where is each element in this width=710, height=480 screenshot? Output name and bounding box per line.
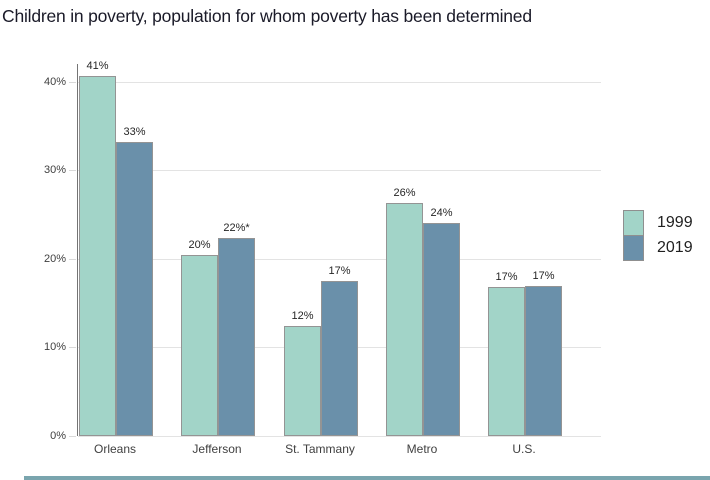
bar-2019-orleans <box>116 142 153 436</box>
category-label-jefferson: Jefferson <box>192 442 242 456</box>
bar-1999-st-tammany <box>284 326 321 436</box>
bar-value-2019-st-tammany: 17% <box>328 265 351 277</box>
bar-value-2019-u-s: 17% <box>532 270 555 282</box>
gridline-20 <box>78 258 601 260</box>
bar-value-1999-u-s: 17% <box>495 271 518 283</box>
y-tick-label-20: 20% <box>43 252 66 265</box>
chart-title: Children in poverty, population for whom… <box>2 6 532 26</box>
category-label-orleans: Orleans <box>93 442 137 456</box>
bar-2019-jefferson <box>218 238 255 436</box>
bar-1999-u-s <box>488 287 525 436</box>
y-tick-mark <box>69 436 76 437</box>
y-tick-mark <box>69 170 76 172</box>
legend-item-2019: 2019 <box>623 235 693 261</box>
bar-value-2019-orleans: 33% <box>123 126 146 138</box>
plot-area: 41% 33% 20% 22%* 12% 17% 26% 24% 17% 17% <box>77 60 601 437</box>
legend-label-1999: 1999 <box>657 214 693 231</box>
category-label-metro: Metro <box>406 442 438 456</box>
bar-1999-jefferson <box>181 255 218 436</box>
gridline-0 <box>78 436 601 437</box>
y-tick-label-0: 0% <box>50 430 66 442</box>
y-tick-mark <box>69 258 76 260</box>
bar-2019-metro <box>423 223 460 436</box>
footer-strip <box>24 476 710 480</box>
legend: 1999 2019 <box>623 210 693 261</box>
bar-2019-u-s <box>525 286 562 436</box>
category-label-st-tammany: St. Tammany <box>285 442 355 456</box>
bar-1999-metro <box>386 203 423 436</box>
y-tick-mark <box>69 347 76 349</box>
legend-item-1999: 1999 <box>623 210 693 236</box>
legend-swatch-1999 <box>623 210 644 236</box>
legend-label-2019: 2019 <box>657 239 693 256</box>
y-tick-mark <box>69 81 76 83</box>
bar-1999-orleans <box>79 76 116 436</box>
bar-value-2019-metro: 24% <box>430 207 453 219</box>
category-label-u-s: U.S. <box>512 442 536 456</box>
gridline-40 <box>78 81 601 83</box>
bar-value-1999-metro: 26% <box>393 187 416 199</box>
bar-value-1999-orleans: 41% <box>86 60 109 72</box>
bar-value-2019-jefferson: 22%* <box>223 222 250 234</box>
y-tick-label-40: 40% <box>43 75 66 88</box>
y-tick-label-30: 30% <box>43 164 66 177</box>
bar-value-1999-jefferson: 20% <box>188 239 211 251</box>
y-tick-label-10: 10% <box>43 341 66 354</box>
gridline-30 <box>78 170 601 172</box>
bar-value-1999-st-tammany: 12% <box>291 310 314 322</box>
bar-2019-st-tammany <box>321 281 358 436</box>
legend-swatch-2019 <box>623 235 644 261</box>
